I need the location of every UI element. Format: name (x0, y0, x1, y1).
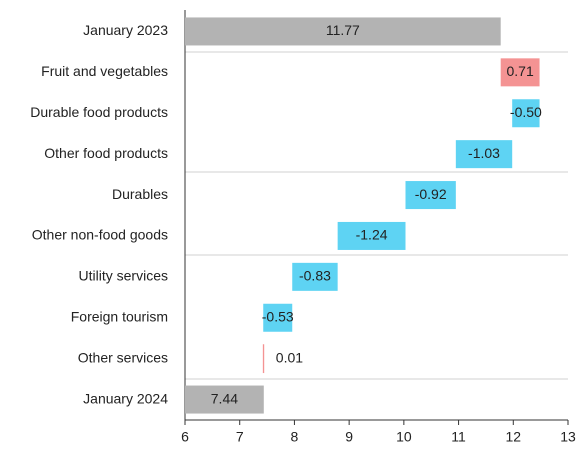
x-tick-label: 7 (236, 429, 244, 445)
x-tick-label: 8 (291, 429, 299, 445)
category-label: Foreign tourism (71, 308, 168, 324)
bar (512, 99, 540, 128)
value-label: -0.53 (262, 308, 294, 324)
x-tick-label: 12 (505, 429, 521, 445)
value-label: 0.71 (507, 63, 534, 79)
bar (292, 262, 338, 291)
value-label: 7.44 (211, 390, 238, 406)
separators (185, 51, 568, 380)
bar (185, 17, 501, 46)
x-tick-label: 13 (560, 429, 576, 445)
bar (263, 303, 293, 332)
value-label: 0.01 (276, 349, 303, 365)
category-label: Durables (112, 186, 168, 202)
bar (185, 385, 264, 414)
bar (455, 140, 513, 169)
bar (337, 221, 406, 250)
value-label: -0.83 (299, 268, 331, 284)
x-tick-label: 11 (451, 429, 466, 445)
x-tick-label: 9 (345, 429, 353, 445)
bar (405, 181, 456, 210)
value-label: 11.77 (326, 22, 360, 38)
x-tick-label: 6 (181, 429, 189, 445)
bar (262, 344, 265, 374)
category-label: January 2023 (83, 22, 168, 38)
value-label: -1.24 (356, 227, 388, 243)
category-label: Durable food products (30, 104, 168, 120)
category-label: January 2024 (83, 390, 168, 406)
value-label: -1.03 (468, 145, 500, 161)
category-label: Other non-food goods (32, 227, 168, 243)
category-label: Other food products (44, 145, 168, 161)
bar (500, 58, 540, 87)
x-tick-label: 10 (396, 429, 412, 445)
category-label: Other services (78, 349, 168, 365)
category-label: Utility services (79, 268, 168, 284)
value-label: -0.92 (415, 186, 447, 202)
category-label: Fruit and vegetables (41, 63, 168, 79)
value-label: -0.50 (510, 104, 542, 120)
